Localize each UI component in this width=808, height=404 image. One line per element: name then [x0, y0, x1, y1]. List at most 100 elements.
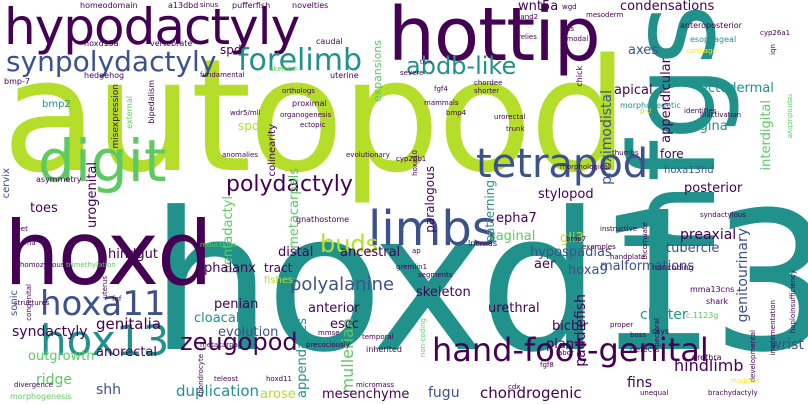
- word-phalanx: phalanx: [204, 261, 256, 276]
- word-lncrna: lncrna: [14, 239, 36, 247]
- word-escc: escc: [330, 317, 360, 332]
- word-fundamental: fundamental: [200, 71, 245, 79]
- word-cartilage: cartilage: [686, 47, 717, 55]
- word-labor: labor: [556, 349, 574, 357]
- word-synpolydactyly: synpolydactyly: [6, 45, 217, 78]
- word-bipedalism: bipedalism: [147, 80, 156, 124]
- word-skeleton: skeleton: [416, 285, 471, 300]
- word-hand-foot-genital: hand-foot-genital: [432, 331, 709, 369]
- word-trunk: trunk: [506, 125, 525, 133]
- word-teleost: teleost: [214, 375, 238, 383]
- word-bmp7: bmp7: [566, 235, 587, 243]
- word-epha7: epha7: [496, 211, 537, 226]
- word-fore: fore: [660, 147, 684, 161]
- word-syndactylous: syndactylous: [700, 211, 747, 219]
- word-reductions: reductions: [200, 241, 237, 249]
- word-vagina: vagina: [684, 119, 728, 134]
- word-fgf: fgf: [112, 295, 122, 303]
- word-zeugopod: zeugopod: [180, 328, 298, 356]
- word-chondrogenic: chondrogenic: [480, 384, 582, 402]
- word-cloacal: cloacal: [194, 311, 240, 326]
- word-non-coding: non-coding: [419, 318, 427, 358]
- word-boss: boss: [630, 331, 647, 339]
- word-bmp4: bmp4: [446, 109, 467, 117]
- word-temporal: temporal: [362, 333, 394, 341]
- word-proper: proper: [610, 321, 634, 329]
- word-hoxd: hoxd: [4, 202, 213, 305]
- word-wgd: wgd: [562, 3, 577, 11]
- word-c1123g: c.1123g: [686, 311, 719, 320]
- word-colinearity: colinearity: [267, 124, 278, 177]
- word-appendages: appendages: [295, 318, 310, 398]
- word-bimodal: bimodal: [560, 35, 589, 43]
- word-gli3: gli3: [560, 231, 584, 246]
- word-mma13cns: mma13cns: [690, 285, 735, 294]
- word-reproductive: reproductive: [786, 94, 794, 139]
- word-trimethylation: trimethylation: [66, 261, 116, 269]
- word-anorectal: anorectal: [96, 345, 158, 360]
- word-hypodactyly: hypodactyly: [4, 0, 300, 56]
- word-distal: distal: [278, 245, 314, 260]
- word-inherited: inherited: [366, 345, 402, 354]
- word-buds: buds: [320, 230, 379, 258]
- word-skeletal: skeletal: [270, 65, 297, 73]
- word-axes: axes: [628, 43, 659, 58]
- word-morphogenesis: morphogenesis: [10, 392, 72, 401]
- word-urorectal: urorectal: [494, 113, 526, 121]
- word-chordee: chordee: [474, 79, 503, 87]
- word-digit: digit: [38, 127, 167, 195]
- word-stylopod: stylopod: [538, 187, 594, 202]
- word-hoxa11: hoxa11: [40, 284, 166, 324]
- word-iqn: iqn: [769, 44, 777, 55]
- word-shh: shh: [96, 382, 122, 398]
- word-unequal: unequal: [640, 389, 669, 397]
- word-tetrapod: tetrapod: [476, 141, 649, 187]
- word-patterning: patterning: [483, 180, 497, 243]
- word-sinus: sinus: [200, 1, 219, 9]
- word-lncrnas: lncrnas: [468, 239, 497, 248]
- word-cluster: cluster: [640, 307, 688, 323]
- word-hypospadias: hypospadias: [530, 245, 612, 260]
- word-spdh: spdh: [238, 119, 268, 133]
- word-divergence: divergence: [14, 381, 53, 389]
- word-hoxa9: hoxa9: [568, 263, 608, 278]
- word-bmp2: bmp2: [42, 99, 71, 110]
- word-feet: feet: [14, 225, 28, 233]
- word-noncoding: noncoding: [652, 263, 694, 272]
- word-polydactyly: polydactyly: [226, 172, 353, 197]
- word-hindlimb: hindlimb: [674, 356, 744, 375]
- word-ancestral: ancestral: [340, 245, 401, 260]
- word-shark: shark: [706, 297, 729, 306]
- word-ridge: ridge: [36, 372, 73, 388]
- word-hedgehog: hedgehog: [84, 71, 125, 80]
- word-morphological: morphological: [560, 163, 610, 171]
- word-mesoderm: mesoderm: [586, 11, 624, 19]
- word-mammals: mammals: [424, 99, 459, 107]
- word-wnt5a: wnt5a: [518, 0, 559, 14]
- word-structures: structures: [14, 299, 50, 307]
- word-hoxd13a: hoxd13a: [84, 39, 119, 48]
- word-a13dbd: a13dbd: [168, 1, 199, 10]
- word-interdigital: interdigital: [759, 100, 774, 171]
- word-shorter: shorter: [474, 87, 500, 95]
- word-spd: spd: [220, 43, 242, 57]
- word-segments: segments: [418, 271, 453, 279]
- word-polyalanine: polyalanine: [290, 274, 395, 295]
- word-uterus: uterus: [101, 276, 109, 299]
- word-misexpression: misexpression: [111, 84, 121, 149]
- word-anterior: anterior: [308, 301, 360, 316]
- word-metacarpal: metacarpal: [200, 341, 240, 349]
- word-plan: plan: [546, 337, 575, 352]
- word-wrist: wrist: [770, 337, 804, 353]
- word-penian: penian: [214, 297, 259, 312]
- word-urogenital: urogenital: [85, 162, 100, 229]
- word-implementation: implementation: [769, 300, 777, 356]
- word-abdb-like: abdb-like: [406, 52, 517, 80]
- word-haploinsufficiency: haploinsufficiency: [789, 270, 797, 334]
- word-esophageal: esophageal: [690, 35, 737, 44]
- word-defects: defects: [630, 345, 660, 354]
- word-homozygous: homozygous: [20, 261, 65, 269]
- word-posterior: posterior: [684, 181, 743, 196]
- word-duplication: duplication: [176, 382, 260, 400]
- word-hindgut: hindgut: [108, 247, 158, 262]
